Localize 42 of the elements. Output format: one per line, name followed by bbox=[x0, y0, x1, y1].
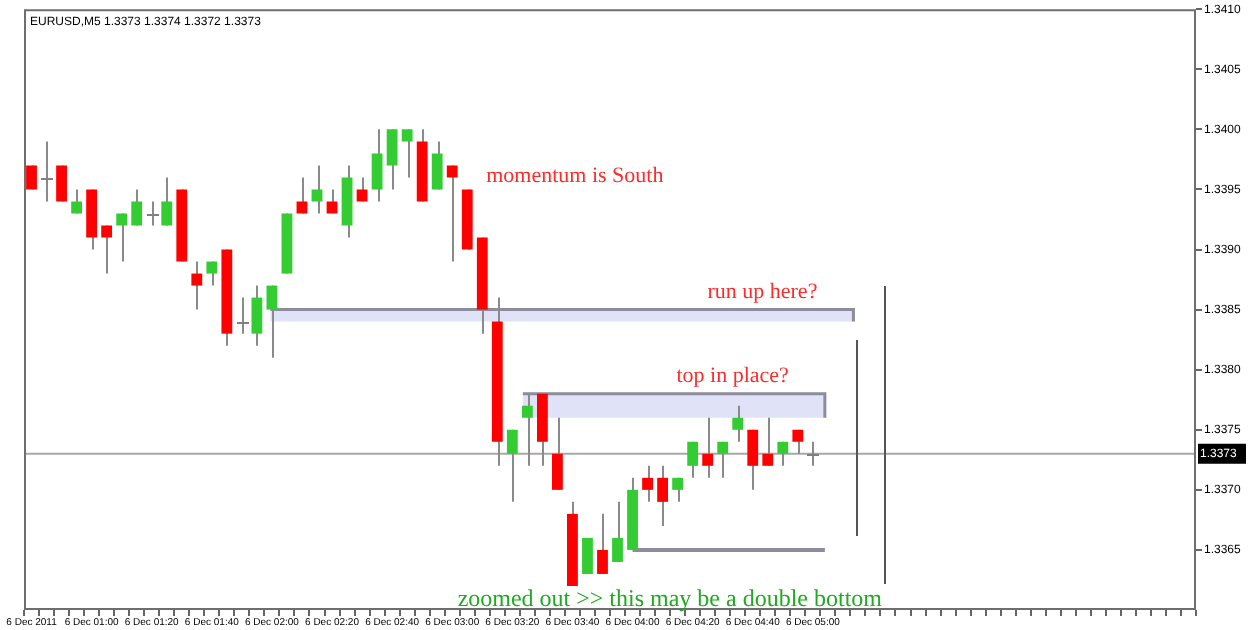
candlestick bbox=[116, 212, 128, 263]
candlestick bbox=[101, 224, 113, 275]
candlestick bbox=[446, 164, 458, 263]
candlestick bbox=[806, 440, 820, 467]
candlestick bbox=[657, 464, 668, 527]
candlestick bbox=[40, 140, 54, 203]
candlestick bbox=[552, 416, 563, 491]
candlestick bbox=[146, 200, 160, 227]
band-label: run up here? bbox=[707, 280, 818, 305]
candlestick bbox=[191, 260, 203, 311]
candlestick bbox=[792, 428, 804, 455]
candlestick bbox=[236, 296, 250, 335]
candlestick bbox=[206, 260, 218, 287]
candlestick bbox=[747, 428, 759, 491]
band-label: top in place? bbox=[676, 364, 790, 389]
candlestick bbox=[431, 140, 443, 191]
candlestick bbox=[732, 404, 744, 443]
candlestick bbox=[371, 128, 383, 203]
candlestick bbox=[582, 536, 593, 575]
candlestick bbox=[311, 164, 323, 215]
candlestick bbox=[521, 392, 533, 467]
candlestick bbox=[642, 464, 653, 503]
candlestick bbox=[356, 176, 368, 203]
candlestick bbox=[296, 176, 308, 215]
candlestick bbox=[401, 128, 413, 179]
candlestick bbox=[266, 284, 278, 359]
candlestick bbox=[26, 164, 37, 191]
annotation: momentum is South bbox=[486, 163, 665, 188]
candlestick bbox=[777, 440, 789, 467]
candlestick bbox=[386, 128, 398, 191]
annotation: zoomed out >> this may be a double bottom bbox=[457, 584, 884, 613]
candlestick bbox=[672, 476, 684, 503]
candlestick bbox=[762, 416, 774, 467]
candlestick bbox=[506, 428, 518, 503]
candlestick bbox=[71, 188, 82, 215]
candlestick bbox=[612, 500, 623, 563]
candlestick bbox=[326, 188, 338, 215]
candlestick bbox=[687, 440, 699, 479]
candlestick bbox=[702, 416, 714, 479]
candlestick bbox=[597, 512, 608, 575]
candlestick bbox=[131, 188, 143, 227]
candlestick bbox=[717, 440, 729, 479]
